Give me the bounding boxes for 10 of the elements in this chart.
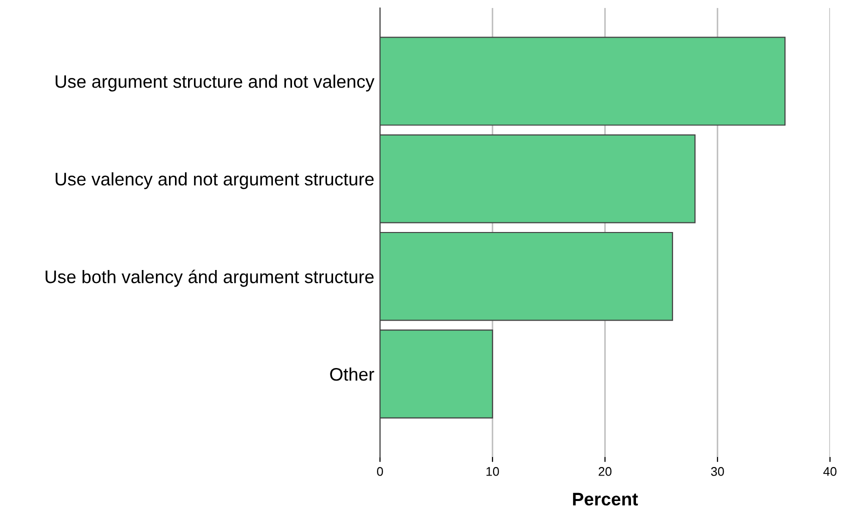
- y-tick-label: Use valency and not argument structure: [56, 172, 374, 190]
- y-tick-label: Use both valency ánd argument structure: [46, 270, 374, 287]
- y-tick-label: Other: [330, 367, 374, 381]
- x-axis-title: Percent: [573, 492, 638, 506]
- x-tick-label: 10: [486, 467, 499, 476]
- x-tick-label: 0: [377, 467, 383, 476]
- y-tick-label: Use argument structure and not valency: [56, 74, 374, 92]
- x-tick-label: 20: [598, 467, 612, 476]
- x-tick-label: 40: [823, 467, 836, 476]
- x-tick-label: 30: [711, 467, 724, 476]
